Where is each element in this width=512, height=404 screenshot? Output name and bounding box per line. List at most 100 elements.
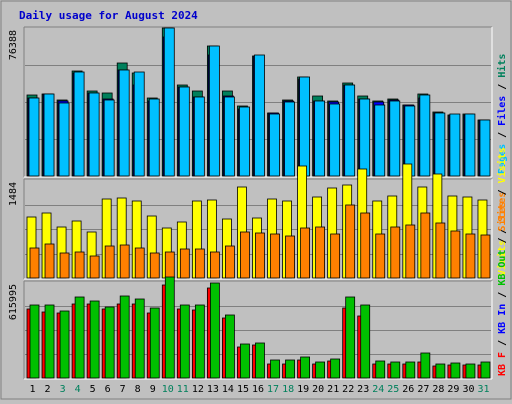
legend-entry: Visits bbox=[496, 147, 508, 183]
bar-sites bbox=[59, 252, 70, 279]
legend-middle: Visits / Sites bbox=[496, 192, 508, 276]
bar-pages bbox=[73, 71, 85, 177]
day-label: 4 bbox=[75, 384, 81, 395]
bar-kb-out bbox=[225, 314, 235, 379]
day-label: 17 bbox=[267, 384, 279, 395]
bar-sites bbox=[270, 233, 280, 279]
day-label: 11 bbox=[177, 384, 189, 395]
bar-sites bbox=[285, 235, 295, 279]
bar-sites bbox=[149, 252, 160, 279]
bar-kb-out bbox=[435, 363, 446, 379]
bar-pages bbox=[239, 106, 250, 177]
bar-sites bbox=[44, 243, 55, 279]
bar-pages bbox=[118, 69, 130, 177]
bar-sites bbox=[134, 247, 145, 279]
bar-pages bbox=[389, 100, 401, 177]
legend-entry: / bbox=[497, 286, 508, 304]
bar-sites bbox=[240, 231, 250, 279]
panel-middle: 1484 Visits / Sites bbox=[8, 163, 508, 280]
bar-sites bbox=[225, 245, 235, 279]
bar-pages bbox=[58, 102, 70, 177]
day-label: 16 bbox=[252, 384, 264, 395]
bar-kb-out bbox=[44, 304, 55, 379]
bar-kb-out bbox=[360, 304, 371, 379]
bar-sites bbox=[315, 226, 326, 279]
day-label: 30 bbox=[462, 384, 474, 395]
day-label: 31 bbox=[477, 384, 489, 395]
bar-kb-out bbox=[390, 361, 401, 379]
day-label: 3 bbox=[60, 384, 66, 395]
day-label: 2 bbox=[44, 384, 50, 395]
panel-bottom: 615995 KB F / KB In / KB Out / Sites / Vi… bbox=[8, 147, 508, 380]
bar-kb-out bbox=[285, 359, 295, 379]
bar-kb-out bbox=[240, 343, 250, 379]
day-label: 6 bbox=[105, 384, 111, 395]
legend-entry: / bbox=[497, 231, 508, 249]
bar-kb-out bbox=[179, 304, 190, 379]
bar-pages bbox=[103, 99, 115, 177]
day-label: 25 bbox=[387, 384, 399, 395]
bar-kb-out bbox=[465, 363, 476, 379]
bar-kb-out bbox=[255, 342, 265, 379]
bar-kb-out bbox=[74, 296, 85, 379]
bar-pages bbox=[43, 93, 55, 177]
day-label: 8 bbox=[135, 384, 141, 395]
bar-pages bbox=[359, 98, 371, 177]
bar-pages bbox=[449, 113, 461, 177]
y-max-label-middle: 1484 bbox=[8, 182, 19, 206]
day-label: 10 bbox=[162, 384, 174, 395]
day-label: 12 bbox=[192, 384, 204, 395]
bar-kb-out bbox=[104, 306, 115, 379]
bar-sites bbox=[465, 233, 476, 279]
bar-pages bbox=[299, 76, 310, 177]
bar-sites bbox=[194, 248, 205, 279]
bar-kb-out bbox=[29, 304, 40, 379]
day-label: 14 bbox=[222, 384, 234, 395]
bar-kb-out bbox=[134, 298, 145, 379]
day-label: 28 bbox=[432, 384, 444, 395]
legend-entry: / bbox=[497, 222, 508, 240]
day-label: 7 bbox=[120, 384, 126, 395]
bar-sites bbox=[435, 222, 446, 279]
bar-kb-out bbox=[420, 352, 431, 379]
bar-sites bbox=[480, 234, 491, 279]
legend-entry: KB In bbox=[497, 304, 508, 334]
bar-kb-out bbox=[119, 295, 130, 379]
bar-pages bbox=[479, 119, 491, 177]
day-label: 19 bbox=[297, 384, 309, 395]
bar-sites bbox=[420, 212, 431, 279]
bar-sites bbox=[119, 244, 130, 279]
day-label: 1 bbox=[29, 384, 35, 395]
bar-kb-out bbox=[300, 356, 310, 379]
bar-pages bbox=[148, 98, 160, 177]
bar-kb-out bbox=[270, 359, 280, 379]
bar-pages bbox=[344, 84, 356, 177]
y-max-label-top: 76388 bbox=[8, 30, 19, 60]
legend-entry: / bbox=[497, 334, 508, 352]
legend-entry: / bbox=[497, 126, 508, 144]
bar-sites bbox=[74, 251, 85, 279]
bar-sites bbox=[390, 226, 401, 279]
legend-bottom: KB F / KB In / KB Out / Sites / Visits bbox=[496, 147, 508, 376]
legend-entry: Sites bbox=[496, 201, 508, 231]
bar-pages bbox=[374, 104, 386, 177]
panel-top: 76388 Pages / Files / Hits bbox=[8, 26, 508, 178]
bar-sites bbox=[179, 248, 190, 279]
bar-pages bbox=[133, 71, 145, 177]
x-axis-day-labels: 1 2 3 4 5 6 7 8 9 10 11 12 13 14 15 16 17 18 19 20 21 22 23 24 2… bbox=[29, 384, 489, 395]
bar-kb-out bbox=[345, 296, 356, 379]
day-label: 9 bbox=[150, 384, 156, 395]
legend-entry: Sites bbox=[496, 192, 508, 222]
bar-pages bbox=[329, 103, 341, 177]
bar-pages bbox=[28, 97, 40, 177]
bar-sites bbox=[209, 251, 220, 279]
bar-pages bbox=[88, 92, 100, 177]
bar-pages bbox=[434, 112, 446, 177]
bar-pages bbox=[193, 96, 205, 177]
legend-entry: / bbox=[497, 183, 508, 201]
bar-kb-out bbox=[480, 361, 491, 379]
bar-kb-out bbox=[164, 276, 175, 379]
